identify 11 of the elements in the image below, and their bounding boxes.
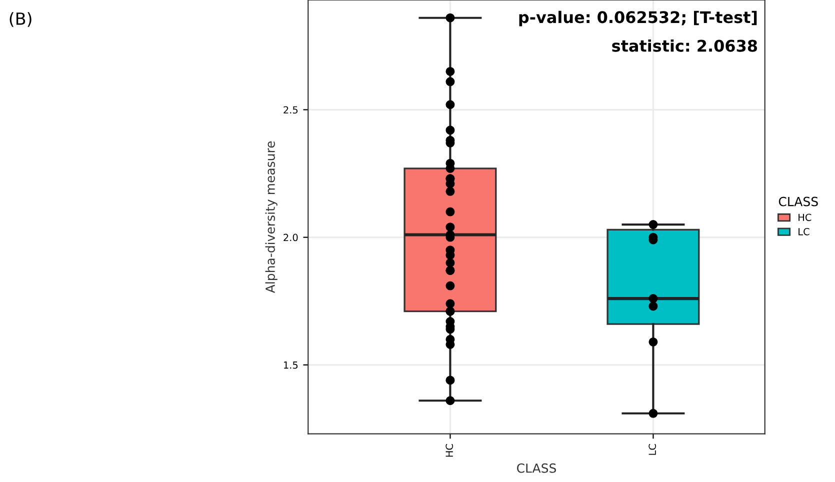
y-tick-label: 2.5 bbox=[284, 106, 298, 114]
legend-title: CLASS bbox=[516, 463, 556, 473]
annotation: statistic: 2.0638 bbox=[612, 39, 758, 52]
y-tick-label: 2.0 bbox=[284, 234, 298, 242]
y-tick-label: 1.5 bbox=[284, 362, 298, 369]
annotation: p-value: 0.062532; [T-test] bbox=[519, 10, 757, 26]
x-axis-title: CLASS bbox=[778, 196, 818, 206]
legend-label: HC bbox=[798, 214, 812, 222]
y-axis-title: Alpha-diversity measure bbox=[265, 141, 278, 294]
text: (B) bbox=[10, 12, 32, 27]
legend-label: LC bbox=[798, 228, 810, 236]
